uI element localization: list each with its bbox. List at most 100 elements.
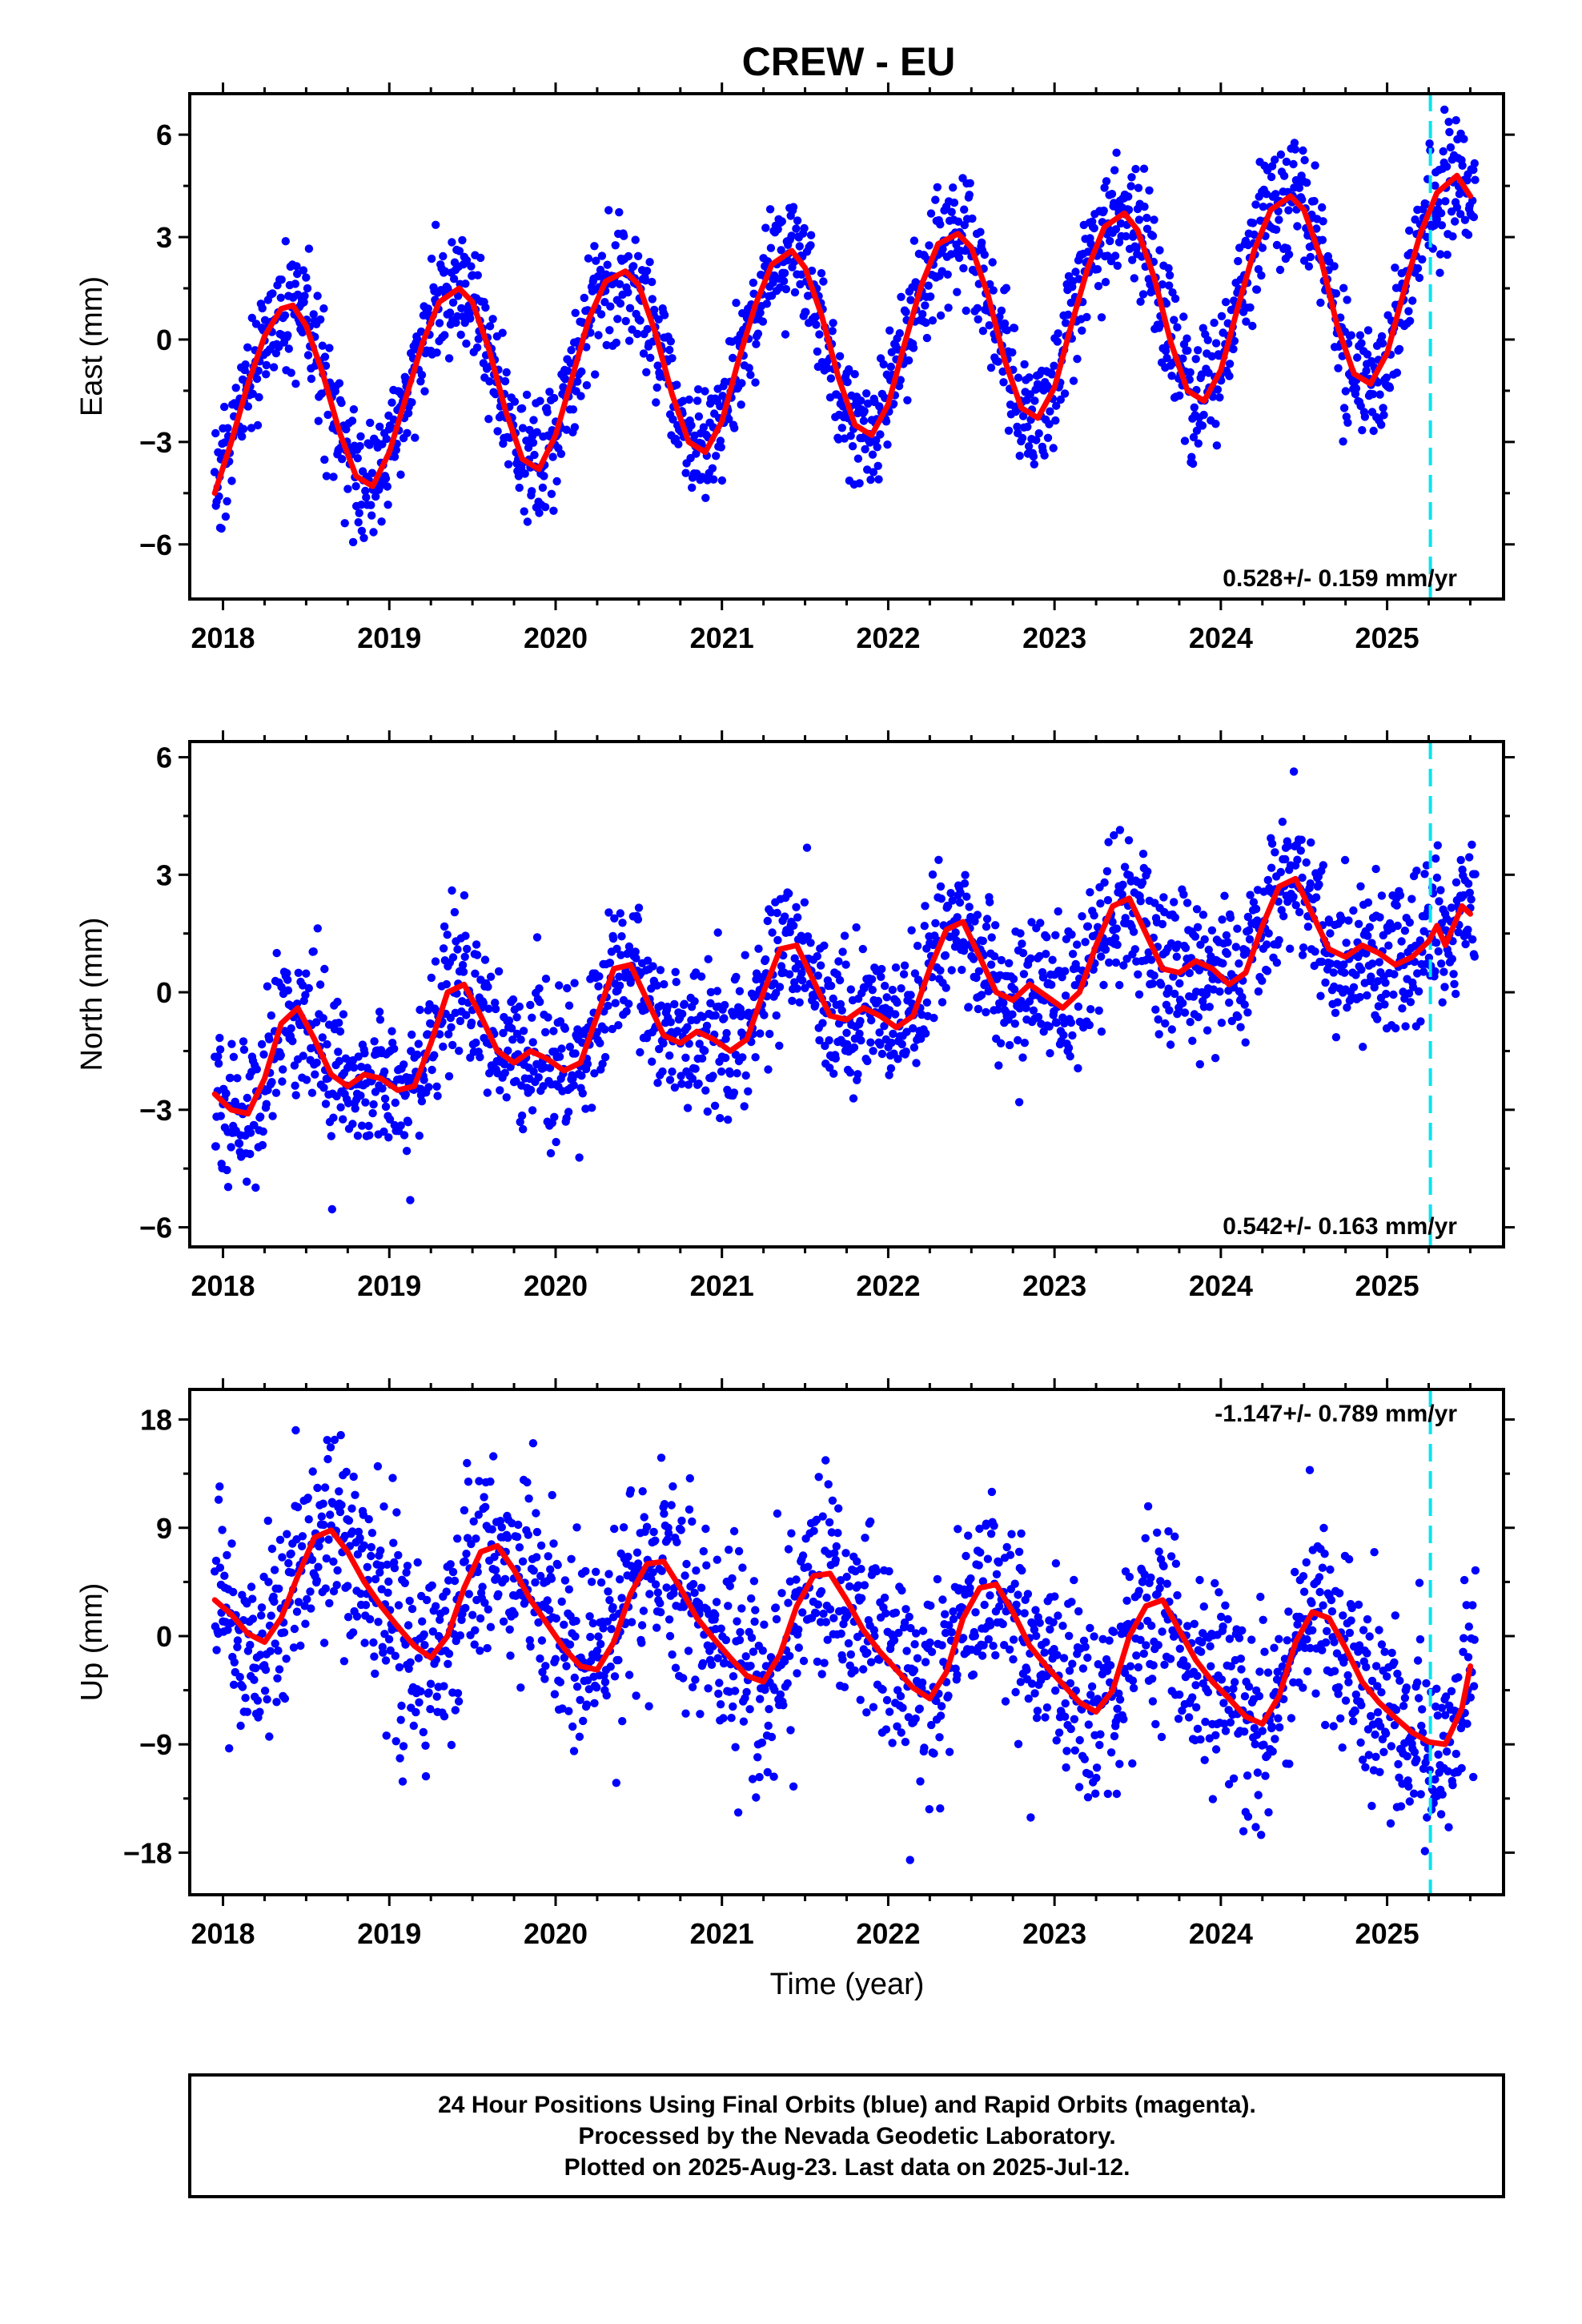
- data-point: [343, 1613, 353, 1622]
- data-point: [550, 1112, 559, 1122]
- data-point: [769, 278, 777, 287]
- data-point: [379, 1127, 388, 1136]
- data-point: [1311, 947, 1319, 956]
- data-point: [1289, 892, 1298, 902]
- data-point: [1111, 958, 1121, 967]
- data-point: [729, 1702, 737, 1711]
- data-point: [319, 1499, 327, 1508]
- data-point: [1271, 848, 1279, 857]
- data-point: [772, 1011, 781, 1020]
- data-point: [953, 287, 962, 296]
- data-point: [656, 1001, 666, 1010]
- data-point: [1339, 437, 1347, 446]
- data-point: [850, 1666, 859, 1675]
- data-point: [1385, 384, 1395, 392]
- y-tick-label: 0: [156, 324, 172, 356]
- data-point: [1061, 991, 1070, 1000]
- data-point: [1061, 967, 1070, 975]
- data-point: [396, 1715, 405, 1724]
- data-point: [690, 1588, 699, 1598]
- data-point: [608, 1602, 617, 1612]
- data-point: [314, 416, 323, 425]
- data-point: [439, 1042, 448, 1051]
- data-point: [624, 1552, 632, 1562]
- data-point: [1460, 215, 1470, 224]
- data-point: [978, 238, 986, 247]
- data-point: [713, 1654, 722, 1663]
- data-point: [1045, 420, 1054, 428]
- data-point: [868, 450, 877, 459]
- data-point: [287, 1024, 295, 1033]
- data-point: [886, 362, 896, 372]
- data-point: [627, 1618, 636, 1626]
- data-point: [1331, 1008, 1340, 1018]
- data-point: [777, 962, 786, 971]
- data-point: [857, 396, 865, 405]
- data-point: [815, 330, 824, 339]
- data-point: [1282, 157, 1291, 167]
- data-point: [1199, 324, 1208, 332]
- data-point: [813, 347, 822, 356]
- data-point: [617, 932, 626, 941]
- data-point: [605, 326, 614, 335]
- data-point: [710, 1101, 720, 1111]
- data-point: [1112, 148, 1121, 157]
- data-point: [922, 333, 932, 343]
- data-point: [472, 1038, 480, 1047]
- data-point: [535, 509, 544, 517]
- data-point: [532, 428, 541, 436]
- data-point: [1275, 935, 1283, 945]
- data-point: [806, 939, 815, 947]
- data-point: [380, 1094, 390, 1104]
- data-point: [1190, 403, 1199, 412]
- data-point: [1052, 401, 1061, 410]
- data-point: [760, 1620, 769, 1629]
- data-point: [1405, 226, 1414, 235]
- data-point: [905, 1856, 914, 1864]
- data-point: [1329, 968, 1338, 977]
- data-point: [1452, 116, 1460, 125]
- data-point: [819, 1609, 828, 1618]
- data-point: [1290, 139, 1299, 147]
- data-point: [276, 1051, 285, 1059]
- data-point: [391, 1098, 400, 1108]
- data-point: [1436, 886, 1445, 895]
- data-point: [428, 1627, 437, 1636]
- data-point: [637, 1638, 646, 1647]
- data-point: [333, 997, 342, 1007]
- data-point: [901, 1047, 910, 1056]
- data-point: [624, 251, 633, 261]
- data-point: [353, 454, 362, 463]
- data-point: [1445, 127, 1454, 137]
- data-point: [1107, 190, 1117, 199]
- data-point: [396, 1754, 404, 1763]
- data-point: [776, 1690, 785, 1699]
- data-point: [1016, 929, 1025, 938]
- data-point: [730, 424, 739, 432]
- data-point: [312, 1576, 321, 1585]
- data-point: [733, 1808, 743, 1817]
- data-point: [663, 1003, 672, 1011]
- data-point: [335, 1507, 345, 1517]
- data-point: [508, 1024, 516, 1033]
- data-point: [1307, 838, 1315, 847]
- data-point: [937, 1702, 946, 1711]
- data-point: [287, 1568, 296, 1578]
- plot-area: [210, 94, 1480, 599]
- data-point: [1390, 970, 1399, 979]
- data-point: [384, 1133, 393, 1142]
- data-point: [681, 1571, 689, 1580]
- data-point: [678, 1009, 687, 1019]
- data-point: [1210, 318, 1219, 328]
- data-point: [512, 1532, 522, 1542]
- data-point: [725, 1546, 733, 1554]
- data-point: [867, 975, 877, 984]
- data-point: [1304, 262, 1314, 271]
- data-point: [462, 1550, 471, 1558]
- data-point: [893, 998, 901, 1007]
- data-point: [337, 1501, 346, 1510]
- data-point: [746, 1662, 755, 1671]
- data-point: [732, 299, 741, 308]
- data-point: [896, 376, 905, 384]
- data-point: [371, 1088, 380, 1096]
